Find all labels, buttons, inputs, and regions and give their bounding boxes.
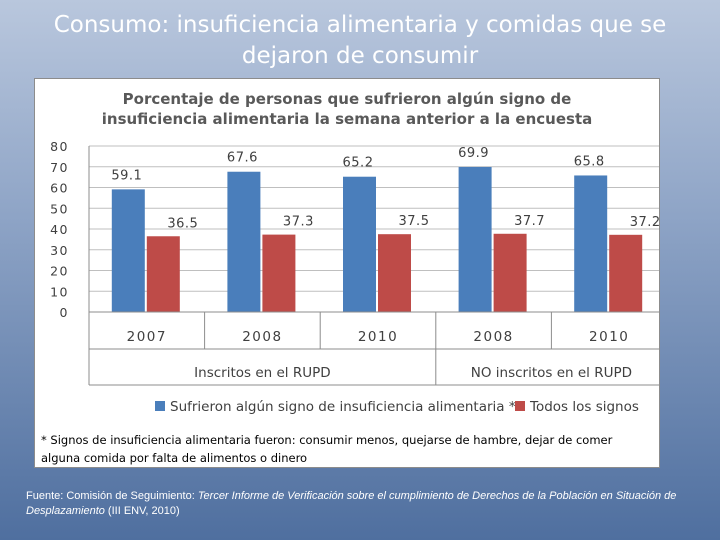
legend-swatch (515, 401, 525, 411)
data-label: 65.8 (574, 154, 605, 169)
chart-footnote: * Signos de insuficiencia alimentaria fu… (35, 431, 651, 467)
legend-swatch (155, 401, 165, 411)
data-label: 37.5 (399, 214, 430, 229)
y-tick-label: 20 (50, 264, 69, 279)
x-tick-label: 2010 (589, 329, 629, 345)
bar-all-signs (262, 234, 296, 312)
data-label: 37.3 (283, 215, 314, 230)
y-tick-label: 50 (50, 201, 69, 216)
bar-any-sign (227, 171, 261, 312)
source-suffix: (III ENV, 2010) (104, 505, 180, 517)
bar-any-sign (343, 176, 376, 312)
bar-all-signs (493, 233, 527, 312)
legend-label: Sufrieron algún signo de insuficiencia a… (170, 399, 516, 415)
group-label: NO inscritos en el RUPD (471, 365, 632, 381)
y-tick-label: 70 (50, 160, 69, 175)
y-tick-label: 60 (50, 181, 69, 196)
data-label: 37.7 (514, 214, 545, 229)
data-label: 36.5 (167, 216, 198, 231)
slide-title: Consumo: insuficiencia alimentaria y com… (53, 12, 667, 69)
data-label: 59.1 (111, 168, 142, 183)
x-tick-label: 2008 (242, 329, 282, 345)
x-tick-label: 2008 (473, 329, 513, 345)
x-tick-label: 2010 (358, 329, 398, 345)
chart-container: Porcentaje de personas que sufrieron alg… (34, 78, 660, 468)
y-tick-label: 10 (50, 284, 69, 299)
y-tick-label: 80 (50, 139, 69, 154)
bar-all-signs (378, 234, 411, 312)
y-tick-label: 40 (50, 222, 69, 237)
bar-all-signs (609, 234, 643, 312)
bar-any-sign (111, 189, 145, 312)
bar-any-sign (458, 166, 492, 312)
y-tick-label: 30 (50, 243, 69, 258)
chart-title-line1: Porcentaje de personas que sufrieron alg… (123, 90, 572, 108)
data-label: 65.2 (343, 156, 374, 171)
source-citation: Fuente: Comisión de Seguimiento: Tercer … (26, 489, 696, 519)
x-tick-label: 2007 (127, 329, 167, 345)
data-label: 69.9 (458, 146, 489, 161)
data-label: 67.6 (227, 151, 258, 166)
source-report-title: Tercer Informe de Verificación sobre el … (26, 490, 677, 517)
source-prefix: Fuente: Comisión de Seguimiento: (26, 490, 198, 502)
bar-any-sign (574, 175, 608, 312)
bar-all-signs (146, 236, 180, 312)
y-tick-label: 0 (60, 305, 69, 320)
data-label: 37.2 (630, 215, 659, 230)
group-label: Inscritos en el RUPD (194, 365, 330, 381)
bar-chart: Porcentaje de personas que sufrieron alg… (50, 90, 659, 415)
legend-label: Todos los signos (529, 399, 639, 415)
chart-title-line2: insuficiencia alimentaria la semana ante… (102, 110, 593, 128)
